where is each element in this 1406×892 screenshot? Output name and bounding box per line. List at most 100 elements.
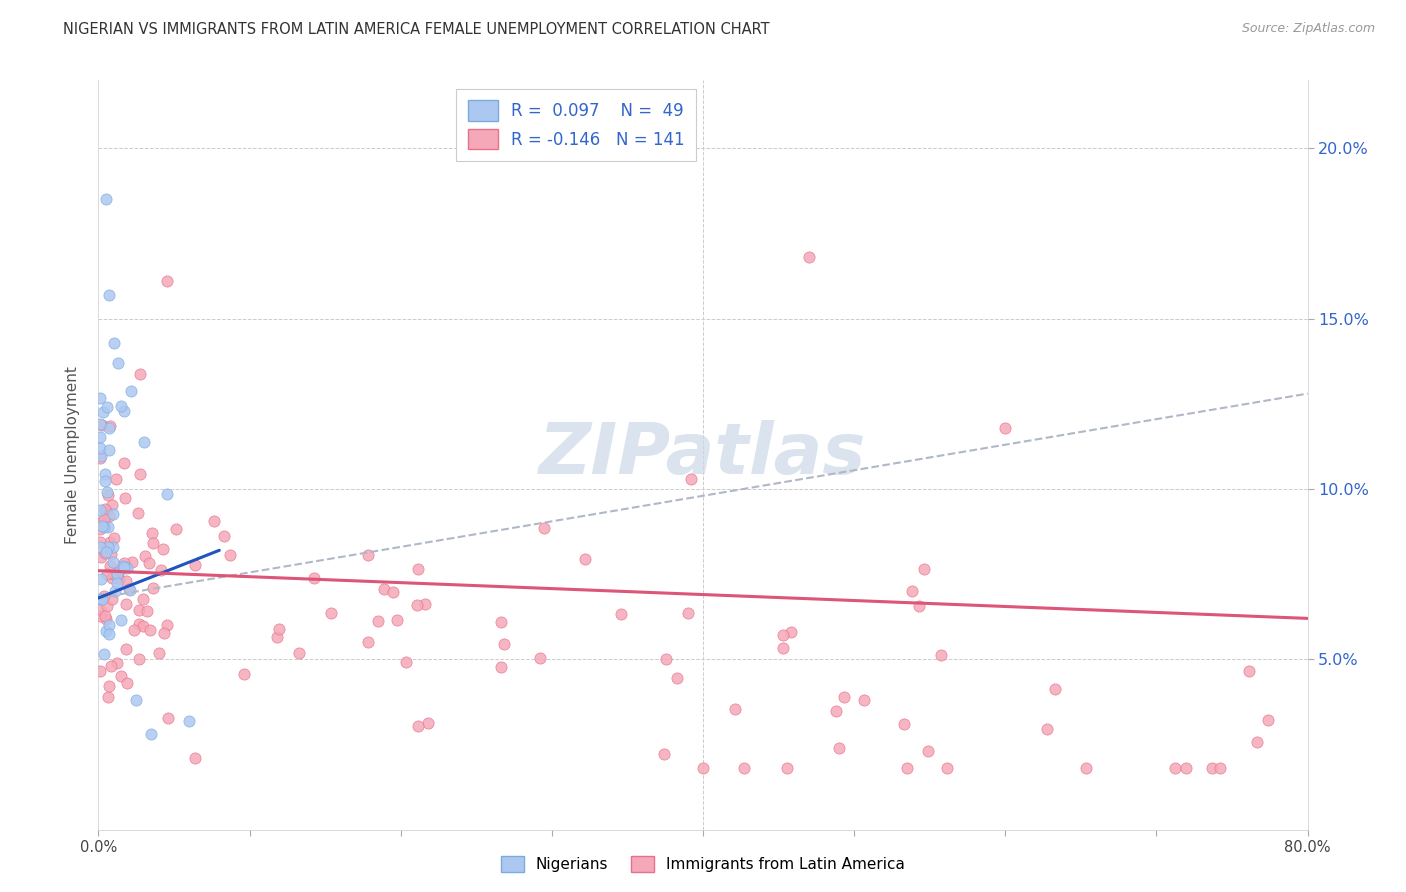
Point (489, 615, 512, 629)
Point (93, 405, 115, 419)
Point (93, 609, 115, 624)
Point (89, 441, 111, 455)
Point (120, 384, 142, 399)
Point (128, 602, 150, 616)
Point (114, 491, 136, 505)
Point (89, 522, 111, 536)
Point (1163, 761, 1185, 775)
Legend: Nigerians, Immigrants from Latin America: Nigerians, Immigrants from Latin America (494, 848, 912, 880)
Point (489, 660, 512, 674)
Point (304, 571, 326, 585)
Point (1246, 735, 1268, 749)
Point (1043, 682, 1066, 697)
Point (96, 544, 118, 558)
Point (724, 702, 747, 716)
Point (367, 614, 389, 628)
Point (134, 549, 156, 563)
Point (89, 664, 111, 678)
Point (96, 506, 118, 520)
Point (112, 403, 135, 417)
Point (912, 562, 935, 576)
Point (212, 529, 235, 543)
Point (94, 612, 117, 626)
Point (96, 400, 118, 414)
Point (1076, 761, 1098, 775)
Point (908, 599, 931, 613)
Point (1175, 761, 1198, 775)
Point (165, 522, 187, 536)
Point (142, 581, 165, 595)
Point (105, 566, 128, 581)
Point (219, 548, 242, 562)
Point (1257, 713, 1279, 727)
Point (406, 719, 429, 733)
Point (935, 761, 957, 775)
Point (269, 623, 291, 637)
Point (103, 566, 125, 581)
Point (89, 503, 111, 517)
Point (610, 607, 633, 621)
Point (96, 485, 118, 500)
Point (779, 625, 801, 640)
Point (138, 624, 160, 638)
Point (93, 474, 115, 488)
Point (108, 573, 131, 587)
Point (89, 392, 111, 406)
Point (1209, 761, 1232, 775)
Point (917, 744, 939, 758)
Point (929, 648, 952, 662)
Point (406, 598, 429, 612)
Point (128, 368, 150, 382)
Point (89, 609, 111, 624)
Point (122, 623, 145, 637)
Point (395, 655, 418, 669)
Point (97, 690, 120, 705)
Point (110, 669, 132, 683)
Point (128, 467, 150, 481)
Point (772, 628, 794, 642)
Point (776, 761, 799, 775)
Point (93, 520, 115, 534)
Point (93, 512, 115, 526)
Point (108, 563, 131, 577)
Point (98, 419, 121, 434)
Point (681, 472, 703, 486)
Point (202, 514, 225, 528)
Point (90, 591, 112, 606)
Point (103, 335, 125, 350)
Point (97, 487, 120, 501)
Point (772, 640, 794, 655)
Point (382, 584, 405, 599)
Point (115, 642, 138, 657)
Point (89, 540, 111, 554)
Point (100, 547, 122, 561)
Point (97, 421, 120, 435)
Point (89, 417, 111, 431)
Point (128, 652, 150, 666)
Point (416, 715, 439, 730)
Point (90, 550, 112, 565)
Point (90, 450, 112, 464)
Y-axis label: Female Unemployment: Female Unemployment (65, 366, 80, 544)
Point (115, 597, 138, 611)
Point (94, 193, 117, 207)
Point (149, 564, 172, 578)
Point (96, 566, 118, 581)
Point (1237, 664, 1260, 678)
Point (574, 551, 596, 566)
Point (90, 519, 112, 533)
Point (101, 571, 124, 585)
Point (112, 457, 135, 471)
Point (94, 467, 117, 481)
Point (406, 561, 429, 575)
Point (101, 498, 124, 512)
Point (89, 451, 111, 466)
Point (93, 647, 115, 661)
Text: NIGERIAN VS IMMIGRANTS FROM LATIN AMERICA FEMALE UNEMPLOYMENT CORRELATION CHART: NIGERIAN VS IMMIGRANTS FROM LATIN AMERIC… (63, 22, 770, 37)
Point (148, 646, 170, 660)
Point (824, 704, 846, 718)
Point (101, 507, 124, 521)
Point (232, 667, 254, 681)
Point (110, 399, 132, 413)
Point (98, 559, 121, 574)
